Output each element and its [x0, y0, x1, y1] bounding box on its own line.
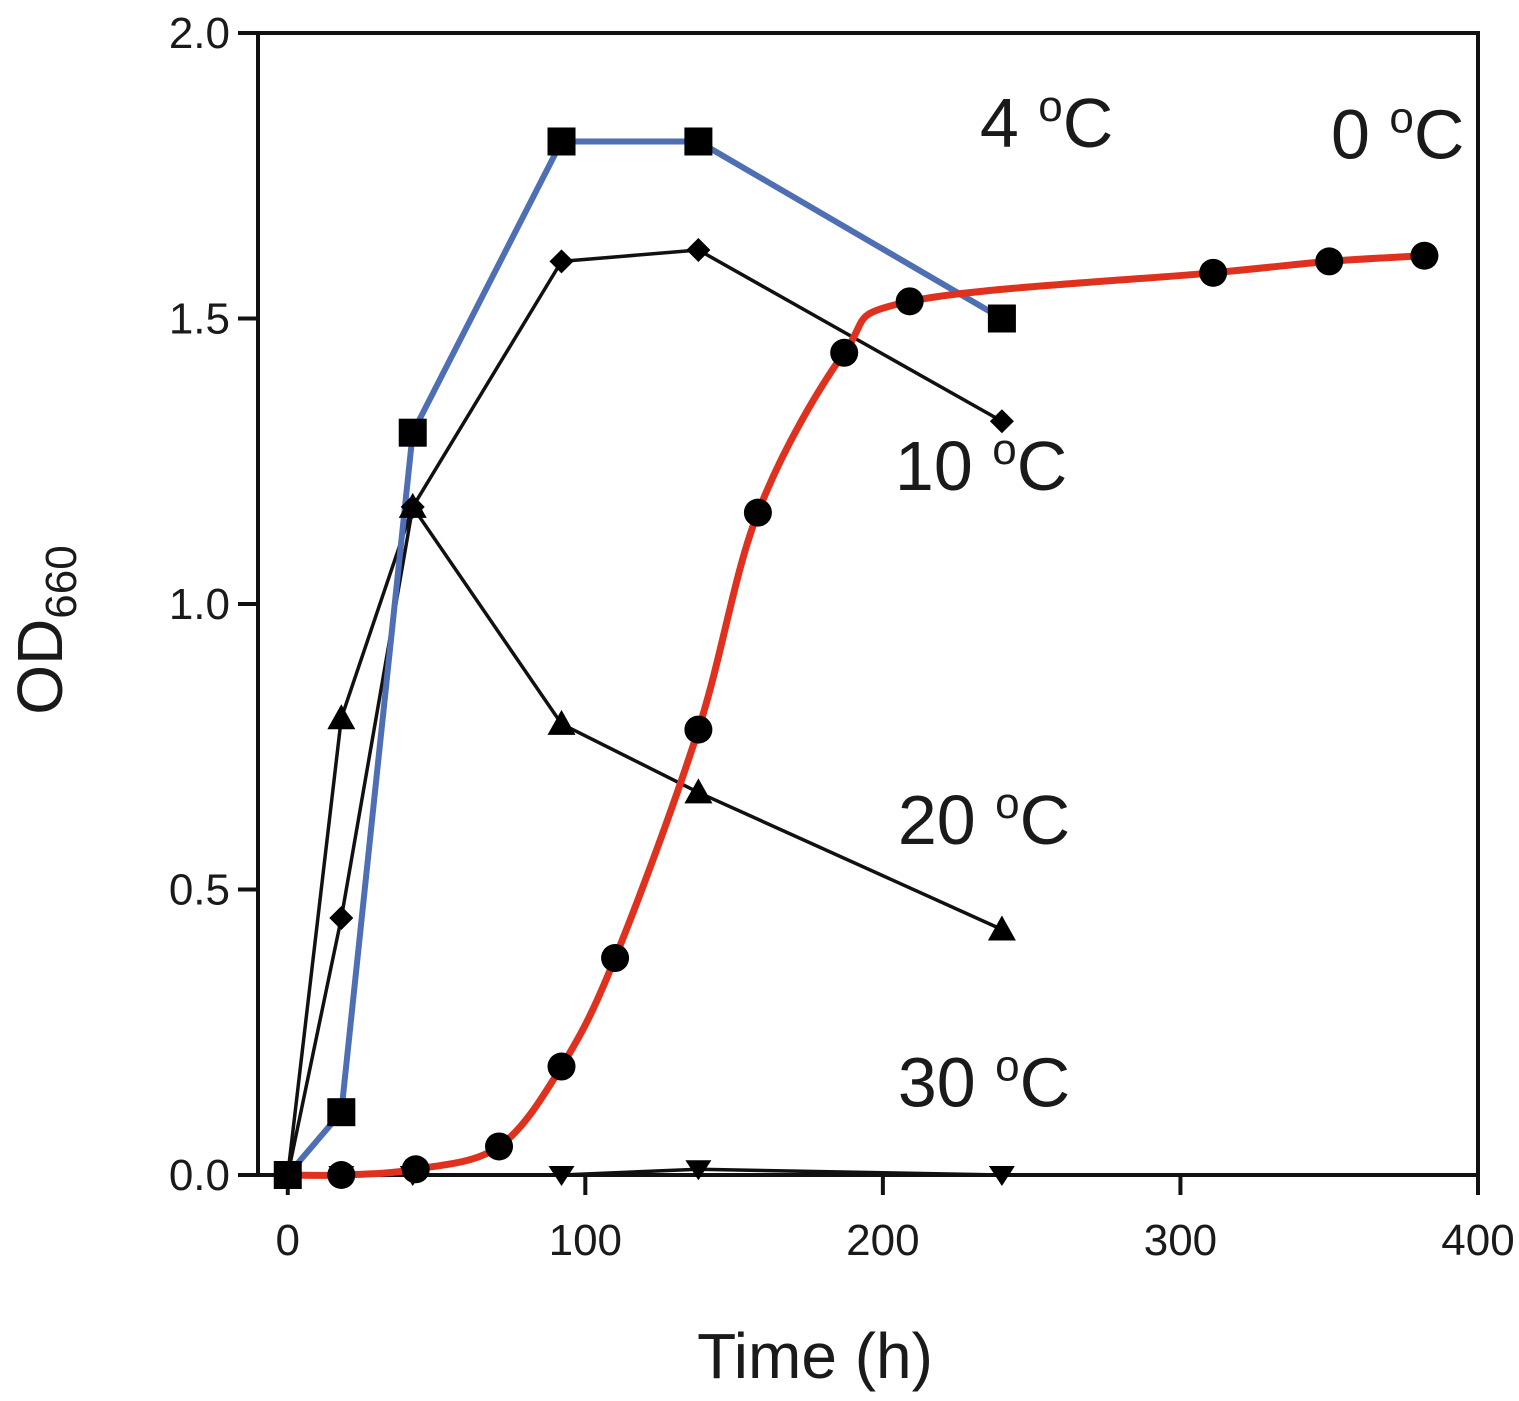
x-axis-title: Time (h): [697, 1320, 933, 1392]
series-label-1: 4 oC: [980, 82, 1113, 162]
x-tick-label: 100: [549, 1216, 622, 1265]
series-markers: [273, 127, 1439, 1189]
y-tick-label: 0.5: [169, 866, 230, 915]
series-line-2: [286, 248, 1004, 1177]
series-line-3: [286, 505, 1004, 1177]
y-axis-title: OD660: [4, 545, 86, 714]
data-point-series-4: [988, 1166, 1015, 1186]
series-label-3: 20 oC: [898, 779, 1070, 859]
data-point-series-0: [1199, 258, 1228, 287]
y-axis: 0.0 0.5 1.0 1.5 2.0: [169, 9, 258, 1200]
x-tick-label: 0: [276, 1216, 300, 1265]
plot-frame: [256, 31, 1480, 1177]
series-line-1: [284, 138, 1005, 1178]
data-point-series-1: [398, 418, 427, 447]
data-point-series-0: [1410, 241, 1439, 270]
data-point-series-2: [329, 906, 354, 931]
data-point-series-3: [547, 709, 576, 735]
data-point-series-2: [549, 249, 574, 274]
data-point-series-0: [601, 944, 630, 973]
data-point-series-0: [830, 338, 859, 367]
data-point-series-3: [327, 704, 356, 730]
data-point-series-0: [684, 715, 713, 744]
data-point-series-0: [743, 498, 772, 527]
data-point-series-1: [684, 127, 713, 156]
series-label-2: 10 oC: [895, 425, 1067, 505]
data-point-series-1: [327, 1098, 356, 1127]
x-tick-label: 300: [1144, 1216, 1217, 1265]
y-tick-label: 0.0: [169, 1151, 230, 1200]
data-point-series-2: [686, 237, 711, 262]
y-tick-label: 2.0: [169, 9, 230, 58]
series-lines: [284, 138, 1428, 1179]
series-label-0: 0 oC: [1331, 94, 1464, 174]
x-tick-label: 400: [1441, 1216, 1514, 1265]
x-axis: 0 100 200 300 400: [276, 1175, 1515, 1265]
data-point-series-0: [547, 1052, 576, 1081]
data-point-series-0: [1315, 247, 1344, 276]
y-tick-label: 1.5: [169, 295, 230, 344]
data-point-series-3: [987, 915, 1016, 941]
series-label-4: 30 oC: [898, 1041, 1070, 1121]
data-point-series-2: [989, 409, 1014, 434]
data-point-series-4: [685, 1160, 712, 1181]
y-axis-title-subscript: 660: [37, 545, 86, 618]
y-axis-title-main: OD: [4, 619, 76, 715]
data-point-series-1: [987, 304, 1016, 333]
x-tick-label: 200: [846, 1216, 919, 1265]
y-tick-label: 1.0: [169, 580, 230, 629]
data-point-series-2: [400, 494, 425, 519]
data-point-series-0: [273, 1161, 302, 1189]
data-point-series-0: [895, 287, 924, 316]
data-point-series-1: [547, 127, 576, 156]
data-point-series-0: [401, 1155, 430, 1184]
series-line-0: [284, 252, 1428, 1179]
series-labels: 4 oC 0 oC 10 oC 20 oC 30 oC: [895, 82, 1464, 1121]
data-point-series-3: [684, 778, 713, 804]
data-point-series-4: [548, 1166, 575, 1186]
data-point-series-0: [485, 1132, 514, 1161]
data-point-series-0: [327, 1161, 356, 1189]
